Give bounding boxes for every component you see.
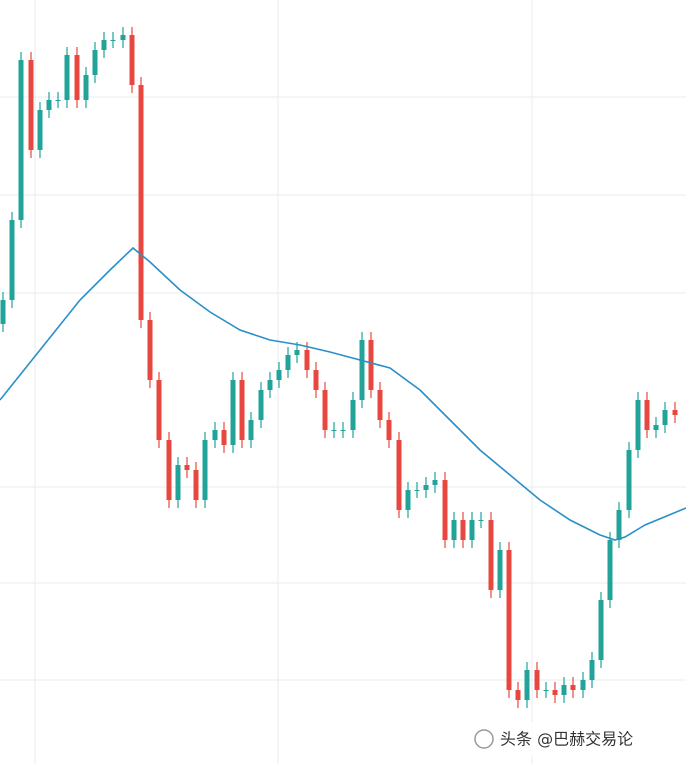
candle-body: [672, 410, 678, 415]
candle-body: [396, 440, 402, 510]
candle-body: [322, 390, 328, 430]
candle-body: [0, 300, 6, 324]
candle-body: [543, 690, 549, 691]
watermark-bg: [468, 722, 678, 756]
candle-body: [414, 490, 420, 491]
candle-body: [129, 35, 135, 85]
candle-body: [28, 60, 34, 150]
candle-body: [147, 320, 153, 380]
candle-body: [276, 370, 282, 380]
candle-body: [497, 550, 503, 590]
candle-body: [55, 100, 61, 101]
candle-body: [377, 390, 383, 420]
watermark-icon: [474, 729, 494, 749]
candle-body: [221, 430, 227, 445]
candle-body: [589, 660, 595, 680]
moving-average: [0, 246, 686, 541]
candle-body: [561, 685, 567, 695]
candle-body: [607, 540, 613, 600]
candle-body: [350, 400, 356, 430]
candle-body: [138, 85, 144, 320]
candle-body: [515, 690, 521, 700]
candle-body: [64, 55, 70, 100]
candle-body: [175, 465, 181, 500]
candle-body: [239, 380, 245, 440]
candle-body: [662, 410, 668, 425]
candle-body: [653, 425, 659, 430]
candle-body: [46, 100, 52, 110]
candle-body: [258, 390, 264, 420]
watermark: 头条 @巴赫交易论: [468, 722, 678, 756]
candle-body: [230, 380, 236, 445]
candle-body: [442, 480, 448, 540]
candle-body: [478, 520, 484, 521]
candle-body: [304, 350, 310, 370]
candle-body: [193, 470, 199, 500]
candle-body: [101, 40, 107, 50]
candle-body: [74, 55, 80, 100]
candle-body: [248, 420, 254, 440]
candle-body: [635, 400, 641, 450]
candle-body: [386, 420, 392, 440]
candle-body: [432, 480, 438, 485]
candle-body: [110, 40, 116, 41]
candle-body: [359, 340, 365, 400]
candle-body: [212, 430, 218, 440]
candle-body: [552, 690, 558, 695]
candle-body: [18, 60, 24, 220]
candle-body: [340, 430, 346, 431]
candle-body: [331, 430, 337, 431]
candle-body: [294, 350, 300, 355]
candle-body: [570, 685, 576, 690]
candle-body: [184, 465, 190, 470]
candle-body: [313, 370, 319, 390]
candle-body: [120, 35, 126, 40]
candle-body: [524, 670, 530, 700]
candle-body: [83, 75, 89, 100]
watermark-text: 头条 @巴赫交易论: [500, 730, 633, 749]
candles: [0, 27, 686, 708]
candle-body: [202, 440, 208, 500]
candle-body: [644, 400, 650, 430]
candle-body: [285, 355, 291, 370]
candle-body: [156, 380, 162, 440]
candle-body: [580, 680, 586, 690]
candle-body: [166, 440, 172, 500]
candle-body: [451, 520, 457, 540]
candle-body: [9, 220, 15, 300]
candle-body: [469, 520, 475, 540]
candle-body: [626, 450, 632, 510]
candle-body: [488, 520, 494, 590]
candle-body: [368, 340, 374, 390]
candle-body: [598, 600, 604, 660]
candle-body: [37, 110, 43, 150]
candle-body: [534, 670, 540, 690]
candle-body: [506, 550, 512, 690]
candle-body: [405, 490, 411, 510]
candle-body: [423, 485, 429, 490]
candle-body: [267, 380, 273, 390]
candle-body: [92, 50, 98, 75]
candle-body: [616, 510, 622, 540]
candle-body: [460, 520, 466, 540]
